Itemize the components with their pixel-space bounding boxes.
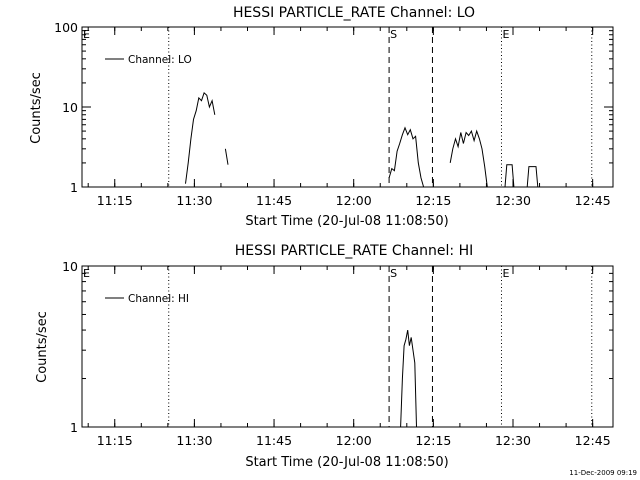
lo-y-tick-label: 100 — [54, 20, 78, 35]
lo-rate-series-line — [224, 148, 229, 165]
hi-x-tick-label: 12:45 — [575, 433, 611, 448]
lo-legend-label: Channel: LO — [128, 54, 192, 66]
hi-y-tick-label: 10 — [62, 259, 78, 274]
hi-x-tick-label: 11:30 — [176, 433, 212, 448]
hi-x-tick-label: 12:30 — [495, 433, 531, 448]
lo-rate-series-line — [449, 129, 488, 188]
lo-y-axis-label: Counts/sec — [29, 72, 44, 144]
hi-marker-label: S — [390, 267, 397, 280]
hi-marker-label: E — [83, 267, 90, 280]
lo-x-tick-label: 12:15 — [415, 193, 451, 208]
hi-x-tick-label: 12:00 — [336, 433, 372, 448]
lo-x-tick-label: 11:15 — [97, 193, 133, 208]
hi-rate-series-line — [400, 330, 417, 428]
lo-x-tick-label: 12:45 — [575, 193, 611, 208]
lo-x-tick-label: 12:30 — [495, 193, 531, 208]
lo-plot-frame — [81, 26, 614, 188]
hi-x-tick-label: 11:15 — [97, 433, 133, 448]
hi-x-axis-label: Start Time (20-Jul-08 11:08:50) — [245, 455, 448, 470]
hi-marker-label: E — [502, 267, 509, 280]
lo-marker-label: E — [502, 28, 509, 41]
hi-panel-title: HESSI PARTICLE_RATE Channel: HI — [235, 243, 473, 259]
lo-x-axis-label: Start Time (20-Jul-08 11:08:50) — [245, 214, 448, 229]
generation-timestamp: 11-Dec-2009 09:19 — [569, 469, 637, 477]
lo-x-tick-label: 11:30 — [176, 193, 212, 208]
hi-legend-label: Channel: HI — [128, 293, 189, 305]
hi-plot-frame — [81, 265, 614, 428]
lo-x-tick-label: 11:45 — [256, 193, 292, 208]
lo-panel-title: HESSI PARTICLE_RATE Channel: LO — [233, 5, 475, 21]
lo-x-tick-label: 12:00 — [336, 193, 372, 208]
hi-y-axis-label: Counts/sec — [35, 311, 50, 383]
hi-x-tick-label: 12:15 — [415, 433, 451, 448]
lo-y-tick-label: 1 — [70, 180, 78, 195]
lo-channel-panel: HESSI PARTICLE_RATE Channel: LO Counts/s… — [29, 5, 614, 229]
lo-marker-label: S — [390, 28, 397, 41]
hi-y-tick-label: 1 — [70, 420, 78, 435]
hi-channel-panel: HESSI PARTICLE_RATE Channel: HI Counts/s… — [35, 243, 614, 470]
lo-rate-series-line — [526, 166, 539, 188]
lo-rate-series-line — [185, 92, 216, 184]
hi-x-tick-label: 11:45 — [256, 433, 292, 448]
lo-rate-series-line — [388, 126, 425, 188]
lo-rate-series-line — [504, 164, 515, 188]
lo-y-tick-label: 10 — [62, 100, 78, 115]
lo-legend: Channel: LO — [105, 54, 192, 66]
lo-marker-label: E — [83, 28, 90, 41]
hi-legend: Channel: HI — [105, 293, 189, 305]
